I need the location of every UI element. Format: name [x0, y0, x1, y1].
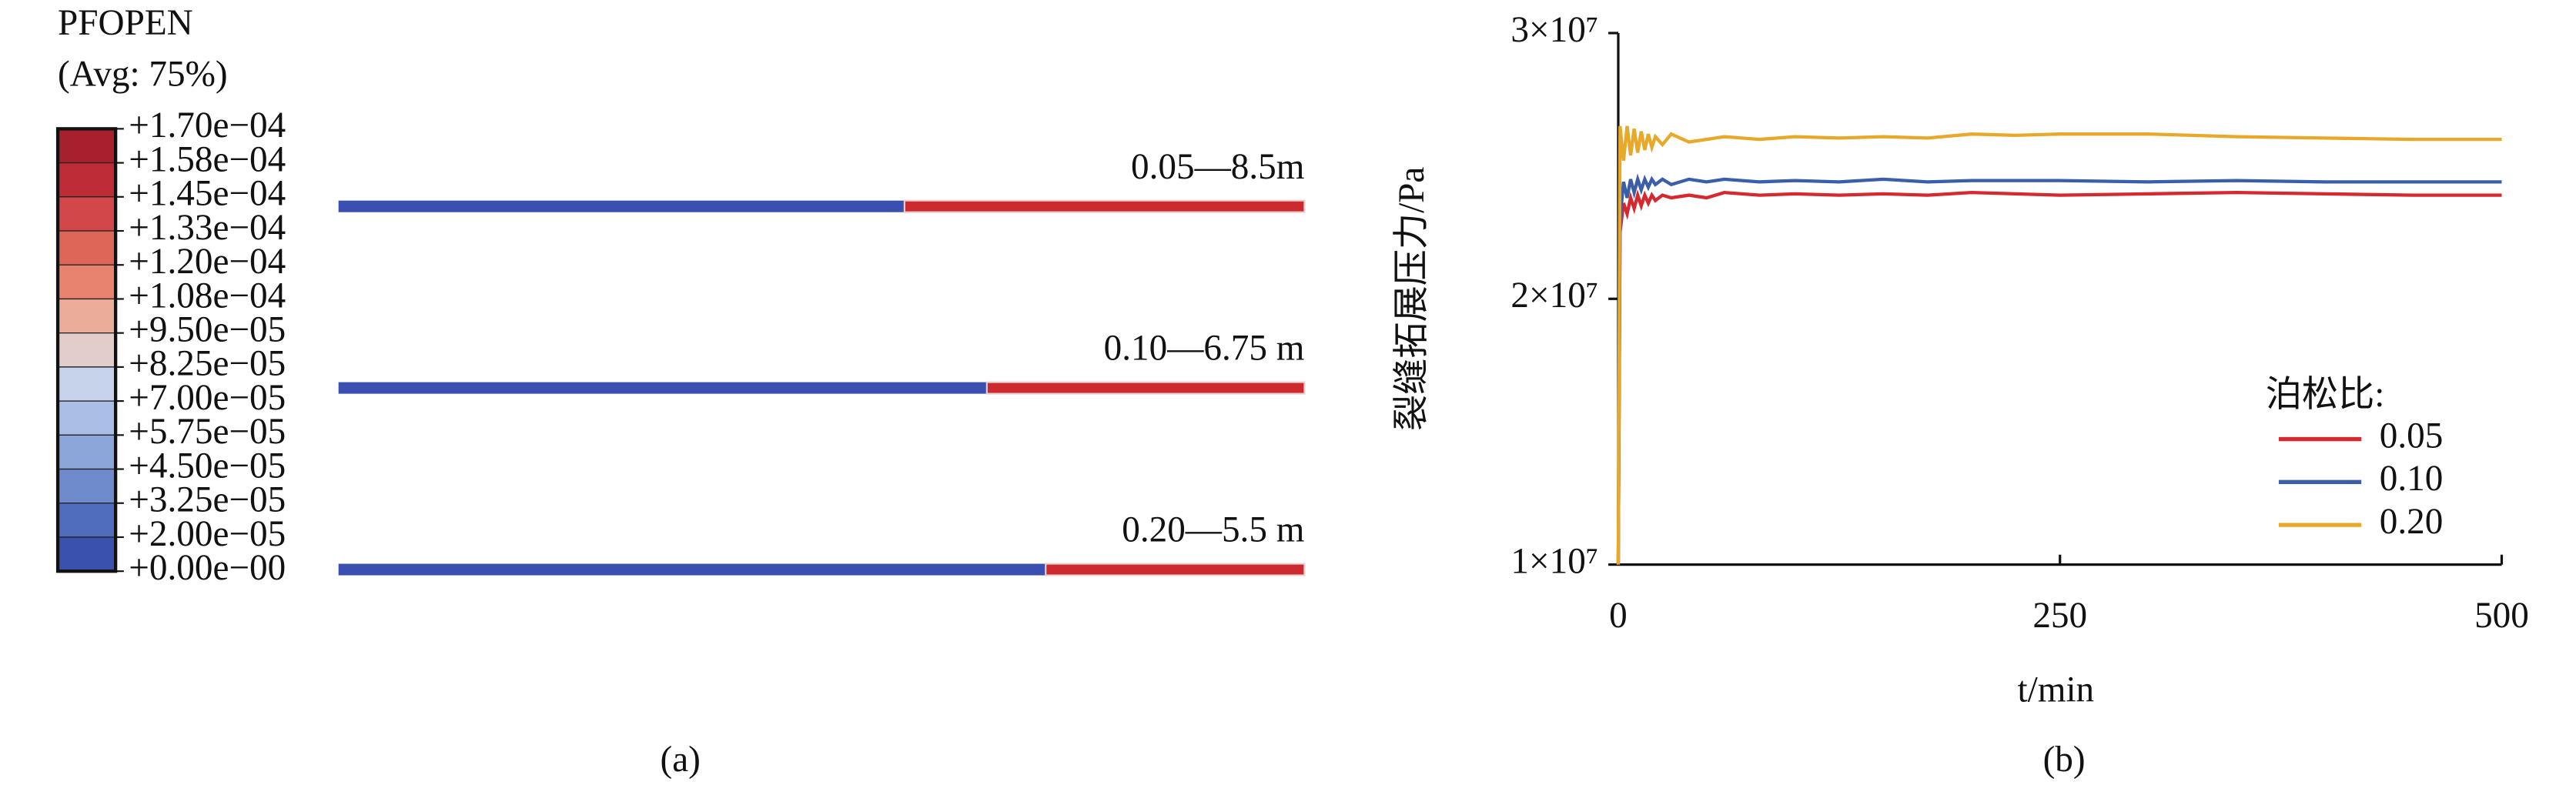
color-band — [57, 128, 116, 164]
caption: (b) — [2043, 740, 2086, 780]
series-line — [1616, 125, 2502, 565]
level-label: +1.45e−04 — [129, 174, 286, 214]
series-line — [1616, 189, 2502, 565]
color-band — [57, 264, 116, 300]
y-tick-label: 1×10⁷ — [1510, 541, 1598, 581]
color-band — [57, 434, 116, 470]
color-band — [57, 332, 116, 368]
fracture-closed — [338, 563, 1046, 576]
y-axis-label: 裂缝拓展压力/Pa — [1392, 167, 1432, 431]
level-label: +4.50e−05 — [129, 446, 286, 486]
y-tick-label: 2×10⁷ — [1510, 276, 1598, 316]
color-band — [57, 468, 116, 504]
color-band — [57, 503, 116, 538]
level-label: +1.08e−04 — [129, 276, 286, 316]
color-band — [57, 366, 116, 402]
level-label: +2.00e−05 — [129, 514, 286, 554]
legend-title: 泊松比: — [2266, 375, 2385, 415]
fracture-label: 0.05—8.5m — [1131, 147, 1304, 187]
level-label: +5.75e−05 — [129, 412, 286, 452]
series-line — [1616, 173, 2502, 565]
level-label: +1.33e−04 — [129, 208, 286, 248]
x-tick-label: 250 — [2032, 596, 2087, 636]
legend-subtitle: (Avg: 75%) — [58, 55, 228, 95]
level-label: +9.50e−05 — [129, 309, 286, 349]
x-tick-label: 0 — [1609, 596, 1628, 636]
level-label: +0.00e−00 — [129, 548, 286, 588]
legend-label: 0.20 — [2380, 502, 2444, 542]
color-band — [57, 400, 116, 436]
legend-title: PFOPEN — [58, 3, 193, 43]
color-band — [57, 298, 116, 334]
fracture-closed — [338, 200, 905, 212]
legend-label: 0.05 — [2380, 416, 2444, 456]
color-band — [57, 162, 116, 198]
level-label: +1.20e−04 — [129, 242, 286, 282]
fracture-closed — [338, 382, 987, 394]
level-label: +3.25e−05 — [129, 480, 286, 520]
color-band — [57, 230, 116, 266]
x-tick-label: 500 — [2474, 596, 2529, 636]
fracture-open — [1045, 563, 1306, 576]
level-label: +7.00e−05 — [129, 378, 286, 418]
color-band — [57, 536, 116, 572]
x-axis-label: t/min — [2018, 670, 2095, 710]
level-label: +8.25e−05 — [129, 344, 286, 384]
fracture-open — [903, 199, 1306, 213]
level-label: +1.70e−04 — [129, 105, 286, 145]
legend-frame — [55, 127, 118, 573]
legend-label: 0.10 — [2380, 459, 2444, 499]
fracture-label: 0.10—6.75 m — [1104, 329, 1305, 369]
caption: (a) — [661, 740, 701, 780]
fracture-label: 0.20—5.5 m — [1122, 510, 1304, 550]
color-band — [57, 196, 116, 232]
level-label: +1.58e−04 — [129, 139, 286, 179]
fracture-open — [985, 381, 1306, 395]
y-tick-label: 3×10⁷ — [1510, 10, 1598, 50]
